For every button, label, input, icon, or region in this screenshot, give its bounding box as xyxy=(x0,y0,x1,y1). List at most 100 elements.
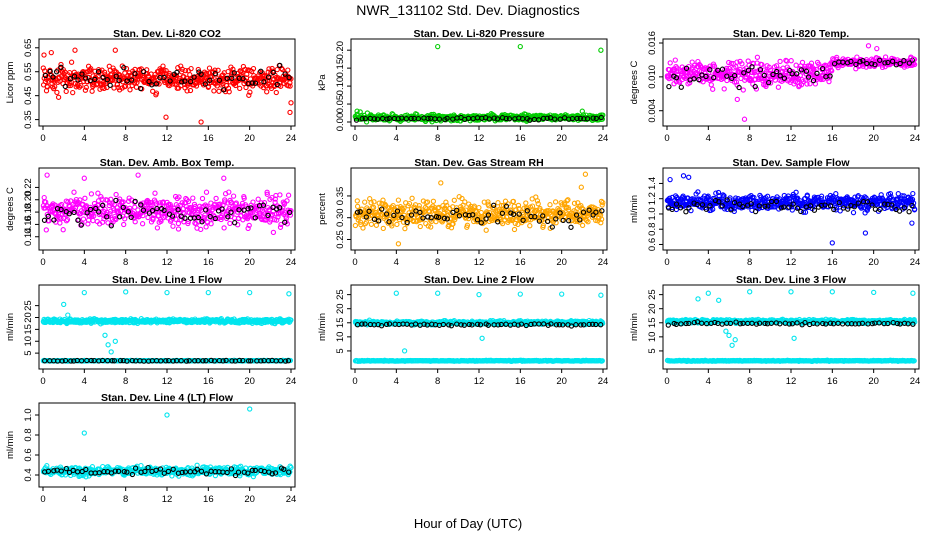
data-point xyxy=(63,218,70,224)
y-tick-label: 1.4 xyxy=(647,177,658,190)
data-point xyxy=(277,224,284,230)
data-point xyxy=(491,205,497,211)
data-point xyxy=(140,212,146,219)
data-point xyxy=(837,208,843,214)
outlier-point xyxy=(205,289,211,296)
black-point xyxy=(599,208,605,214)
data-point xyxy=(175,220,182,227)
black-point xyxy=(50,74,56,80)
black-point xyxy=(736,84,742,91)
outlier-point xyxy=(112,47,118,53)
data-point xyxy=(77,197,83,203)
data-point xyxy=(245,225,251,232)
black-point xyxy=(228,209,234,215)
panel-title: Stan. Dev. Li-820 CO2 xyxy=(113,28,221,40)
x-tick-label: 24 xyxy=(910,133,921,144)
black-point xyxy=(557,116,563,122)
data-point xyxy=(78,83,84,89)
black-point xyxy=(104,214,110,220)
data-point xyxy=(60,227,66,233)
black-point xyxy=(124,78,130,84)
data-point xyxy=(417,223,423,230)
data-point xyxy=(395,197,402,203)
black-point xyxy=(376,218,382,224)
black-point xyxy=(768,198,775,205)
data-point xyxy=(368,221,375,227)
data-point xyxy=(579,222,586,229)
data-point xyxy=(552,199,559,205)
y-tick-label: 0.18 xyxy=(23,203,34,222)
data-point xyxy=(152,190,158,196)
black-point xyxy=(798,208,804,215)
x-tick-label: 0 xyxy=(40,133,45,144)
points xyxy=(352,290,606,364)
black-point xyxy=(566,218,572,224)
data-point xyxy=(389,223,395,229)
black-point xyxy=(202,81,208,87)
black-point xyxy=(881,201,888,207)
data-point xyxy=(428,224,434,230)
data-point xyxy=(733,79,740,85)
black-point xyxy=(869,202,875,208)
black-point xyxy=(203,358,209,364)
black-point xyxy=(773,198,780,205)
black-point xyxy=(731,72,738,79)
y-tick-label: 5 xyxy=(335,348,346,353)
data-point xyxy=(190,195,196,201)
data-point xyxy=(88,66,94,72)
y-tick-label: 0.8 xyxy=(647,223,658,236)
x-tick-label: 12 xyxy=(162,257,173,268)
black-point xyxy=(42,72,49,79)
panel-title: Stan. Dev. Li-820 Pressure xyxy=(413,28,544,40)
y-tick-label: 0.004 xyxy=(647,99,658,123)
black-point xyxy=(778,205,784,211)
black-point xyxy=(553,216,559,222)
data-point xyxy=(807,81,813,87)
y-tick-label: 0.22 xyxy=(23,178,34,197)
y-axis-label: ml/min xyxy=(629,195,640,223)
panel-4: Stan. Dev. Amb. Box Temp.0 4 8 12 16 20 240.14… xyxy=(5,157,296,268)
black-point xyxy=(138,202,144,208)
black-point xyxy=(236,357,243,364)
data-point xyxy=(401,205,407,211)
x-tick-label: 4 xyxy=(706,133,711,144)
data-point xyxy=(486,203,492,209)
black-point xyxy=(719,66,726,72)
black-point xyxy=(391,212,397,219)
black-point xyxy=(113,73,119,79)
x-tick-label: 4 xyxy=(706,257,711,268)
y-tick-label: 0.55 xyxy=(23,62,34,81)
black-point xyxy=(906,60,912,66)
data-point xyxy=(761,75,768,82)
black-point xyxy=(765,203,771,209)
data-point xyxy=(740,87,746,93)
black-point xyxy=(137,85,144,92)
data-point xyxy=(502,198,509,204)
black-point xyxy=(240,75,246,82)
outlier-point xyxy=(667,176,673,183)
data-point xyxy=(152,71,158,78)
data-point xyxy=(95,76,101,83)
data-point xyxy=(288,317,294,323)
data-point xyxy=(58,215,64,222)
data-point xyxy=(402,225,408,232)
data-point xyxy=(257,69,263,76)
x-tick-label: 4 xyxy=(394,257,399,268)
x-tick-label: 16 xyxy=(515,257,526,268)
black-point xyxy=(794,71,800,77)
outlier-point xyxy=(354,108,360,114)
black-point xyxy=(506,116,513,122)
black-point xyxy=(781,204,787,210)
black-point xyxy=(132,71,138,77)
black-point xyxy=(117,357,124,364)
black-point xyxy=(183,358,190,364)
black-point xyxy=(153,81,159,87)
x-tick-label: 0 xyxy=(664,133,669,144)
data-point xyxy=(705,193,711,199)
points xyxy=(664,173,918,246)
black-point xyxy=(379,206,385,212)
data-point xyxy=(261,200,268,206)
black-point xyxy=(851,204,858,210)
y-tick-label: 0.65 xyxy=(23,39,34,58)
outlier-point xyxy=(288,100,294,106)
